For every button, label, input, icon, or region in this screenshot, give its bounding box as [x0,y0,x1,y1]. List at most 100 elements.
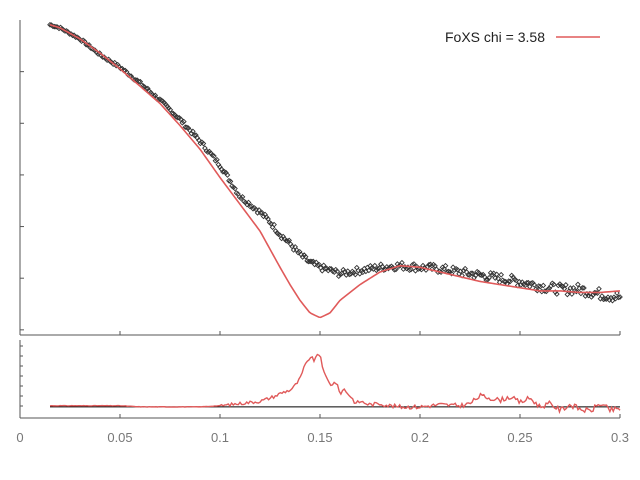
residuals-panel: 0 0.05 0.1 0.15 0.2 0.25 0.3 [16,340,629,445]
data-point [472,272,479,279]
data-point [212,157,219,164]
data-point [173,114,180,120]
x-tick-label: 0.3 [611,430,629,445]
data-point [226,177,232,184]
data-point [200,140,207,147]
data-point [495,275,502,282]
data-point [302,253,309,260]
data-point [259,209,265,216]
data-point [489,271,496,278]
data-point [319,267,326,274]
data-point [182,124,189,131]
data-point [569,291,575,297]
data-point [528,280,535,287]
data-point [184,124,190,131]
data-point [214,156,220,163]
data-point [572,287,578,294]
data-point [190,128,196,135]
data-point [468,270,474,277]
data-point [615,294,622,301]
x-tick-label: 0.2 [411,430,429,445]
data-point [260,213,267,220]
data-point [490,270,497,277]
data-point [478,272,485,278]
data-point [381,267,387,273]
data-point [501,278,508,285]
data-point [179,119,186,126]
data-point [510,274,517,281]
data-point [217,164,223,170]
fit-panel-y-ticks [20,71,24,331]
x-tick-label: 0.1 [211,430,229,445]
data-point [523,279,530,286]
data-point [238,195,244,202]
data-point [448,270,455,277]
data-point [181,118,187,125]
data-point [335,273,342,280]
data-point [211,153,217,159]
fit-panel-x-ticks [19,331,621,335]
data-point [408,266,414,273]
data-point [110,61,117,67]
data-point [239,194,246,200]
data-point [429,266,435,273]
data-point [174,114,181,121]
x-tick-labels: 0 0.05 0.1 0.15 0.2 0.25 0.3 [16,430,629,445]
data-point [372,262,378,269]
data-point [232,185,238,192]
data-point [531,282,538,288]
data-point [353,264,360,271]
data-point [366,267,372,274]
data-point [257,210,264,216]
data-point [540,282,547,289]
data-point [375,265,381,272]
data-point [550,281,557,288]
data-point [426,261,432,268]
fit-panel [19,20,623,336]
data-point [191,132,198,139]
data-point [399,259,405,266]
data-point [414,263,420,270]
x-tick-label: 0.25 [507,430,532,445]
data-point [326,265,333,272]
data-point [442,262,449,269]
data-point [403,265,410,272]
data-point [581,285,587,291]
data-point [47,21,53,28]
data-point [220,169,226,175]
data-point [373,267,380,274]
data-point [469,270,476,277]
data-point [535,283,542,289]
data-point [295,249,301,256]
x-tick-label: 0.15 [307,430,332,445]
data-point [334,268,341,275]
residuals-x-ticks [19,414,621,418]
residuals-y-ticks [20,345,23,407]
data-point [596,285,602,292]
data-point [606,297,613,303]
data-point [322,265,329,272]
data-point [308,258,315,265]
data-point [513,277,520,284]
x-tick-label: 0 [16,430,23,445]
legend-label: FoXS chi = 3.58 [445,29,545,45]
data-point [563,282,569,288]
data-point [617,294,623,300]
data-point [460,267,467,274]
data-point [205,149,211,156]
data-point [475,269,482,276]
data-point [579,285,586,291]
data-point [92,47,98,54]
data-point [244,201,250,208]
data-point [507,278,514,285]
data-point [385,265,392,272]
data-point [311,261,318,268]
data-point [352,271,359,278]
data-point [227,178,234,185]
data-point [614,290,620,296]
data-point [250,205,256,212]
data-point [284,238,291,245]
data-point [84,42,91,48]
data-point [493,271,500,278]
